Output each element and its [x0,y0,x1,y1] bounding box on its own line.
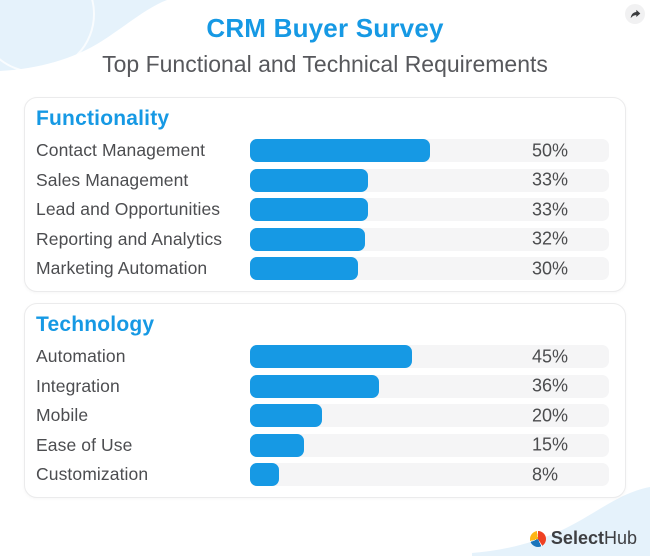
bar-track: 50% [250,139,609,162]
value-label: 50% [532,140,569,160]
value-label: 30% [532,258,569,278]
bar-row: Marketing Automation 30% [36,257,609,280]
bar-track: 30% [250,257,609,280]
category-label: Sales Management [36,169,189,190]
value-label: 8% [532,464,559,484]
bar [250,404,322,427]
bar-track: 8% [250,463,609,486]
brand-logo[interactable]: SelectHub [529,528,637,549]
bar-track: 20% [250,404,609,427]
brand-name: SelectHub [551,528,637,549]
bar-row: Contact Management 50% [36,139,609,162]
bar-row: Reporting and Analytics 32% [36,227,609,251]
category-label: Reporting and Analytics [36,228,223,249]
brand-name-regular: Hub [603,528,637,548]
functionality-card: Functionality Contact Management 50% Sal… [24,97,626,292]
bar-row: Ease of Use 15% [36,433,609,457]
bar-track: 33% [250,198,609,221]
bar-row: Automation 45% [36,345,609,368]
category-label: Ease of Use [36,434,133,455]
category-label: Integration [36,375,120,396]
bar-track: 45% [250,345,609,368]
share-arrow-icon [630,9,640,19]
share-button[interactable] [625,4,645,24]
bar-track: 32% [250,227,609,251]
page-title: CRM Buyer Survey [206,13,444,43]
functionality-rows: Contact Management 50% Sales Management … [36,139,609,280]
bar [250,345,412,368]
selecthub-logo-icon [529,530,546,547]
section-title-technology: Technology [36,313,155,336]
value-label: 36% [532,375,569,396]
bar [250,374,380,398]
value-label: 45% [532,346,569,366]
bar-row: Mobile 20% [36,404,609,427]
bar [250,227,365,251]
category-label: Lead and Opportunities [36,199,221,219]
category-label: Mobile [36,405,89,425]
bar-row: Sales Management 33% [36,168,609,192]
bar-track: 15% [250,433,609,457]
value-label: 33% [532,169,569,190]
bar [250,257,358,280]
value-label: 20% [532,405,569,425]
bar-row: Lead and Opportunities 33% [36,198,609,221]
technology-rows: Automation 45% Integration 36% Mobile 20… [36,345,609,486]
bar [250,139,430,162]
bar [250,168,369,192]
page-subtitle: Top Functional and Technical Requirement… [102,51,548,77]
section-title-functionality: Functionality [36,107,170,130]
bar-track: 33% [250,168,609,192]
category-label: Contact Management [36,140,206,160]
bar-row: Integration 36% [36,374,609,398]
bar-row: Customization 8% [36,463,609,486]
page-header: CRM Buyer Survey Top Functional and Tech… [0,0,650,78]
category-label: Customization [36,464,149,484]
category-label: Automation [36,346,126,366]
bar-track: 36% [250,374,609,398]
value-label: 32% [532,228,569,249]
bar [250,463,279,486]
bar [250,198,369,221]
bar [250,433,304,457]
value-label: 15% [532,434,569,455]
value-label: 33% [532,199,569,219]
technology-card: Technology Automation 45% Integration 36… [24,303,626,498]
category-label: Marketing Automation [36,258,208,278]
brand-name-bold: Select [550,528,604,548]
